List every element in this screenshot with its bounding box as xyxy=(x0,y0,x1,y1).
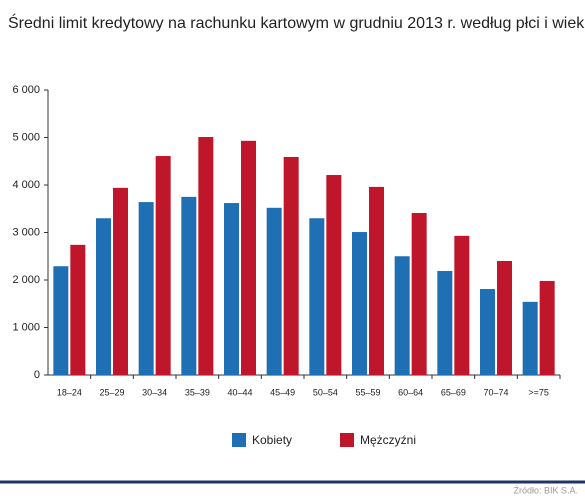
x-tick-label: 18–24 xyxy=(57,387,82,397)
bar xyxy=(138,202,154,375)
x-tick-label: >=75 xyxy=(528,387,549,397)
y-tick-label: 3 000 xyxy=(12,226,40,238)
bar xyxy=(70,244,86,375)
bar xyxy=(113,187,128,375)
y-tick-label: 4 000 xyxy=(12,179,40,191)
bar xyxy=(411,213,427,375)
x-tick-label: 35–39 xyxy=(185,387,210,397)
x-tick-label: 60–64 xyxy=(398,387,423,397)
bar xyxy=(283,156,299,375)
bar xyxy=(497,261,512,375)
x-tick-label: 25–29 xyxy=(99,387,124,397)
x-tick-label: 45–49 xyxy=(270,387,295,397)
bar xyxy=(522,301,538,375)
x-tick-label: 40–44 xyxy=(227,387,252,397)
x-tick-label: 70–74 xyxy=(483,387,508,397)
bar xyxy=(198,137,214,375)
bar xyxy=(309,218,325,375)
y-tick-label: 5 000 xyxy=(12,131,40,143)
bar xyxy=(437,270,453,375)
x-tick-label: 65–69 xyxy=(441,387,466,397)
x-tick-label: 50–54 xyxy=(313,387,338,397)
bar xyxy=(352,232,367,375)
bar xyxy=(181,196,197,375)
y-tick-label: 0 xyxy=(34,369,40,381)
legend-swatch xyxy=(340,433,354,447)
bar xyxy=(539,280,555,375)
bar xyxy=(53,266,69,375)
legend-swatch xyxy=(232,433,246,447)
bar xyxy=(394,256,410,375)
source: Źródło: BIK S.A. xyxy=(513,485,578,495)
bar xyxy=(266,207,282,375)
x-tick-label: 30–34 xyxy=(142,387,167,397)
legend-label: Kobiety xyxy=(252,433,292,447)
bar xyxy=(369,186,384,375)
legend-label: Mężczyźni xyxy=(360,433,416,447)
bar xyxy=(480,289,495,375)
x-tick-label: 55–59 xyxy=(355,387,380,397)
bar xyxy=(241,140,256,375)
bar xyxy=(224,203,239,375)
y-tick-label: 2 000 xyxy=(12,274,40,286)
bar xyxy=(96,218,111,375)
bar xyxy=(326,175,342,375)
bar xyxy=(155,156,171,375)
bar xyxy=(454,235,470,375)
y-tick-label: 1 000 xyxy=(12,321,40,333)
y-tick-label: 6 000 xyxy=(12,84,40,96)
chart-title: Średni limit kredytowy na rachunku karto… xyxy=(8,13,585,32)
